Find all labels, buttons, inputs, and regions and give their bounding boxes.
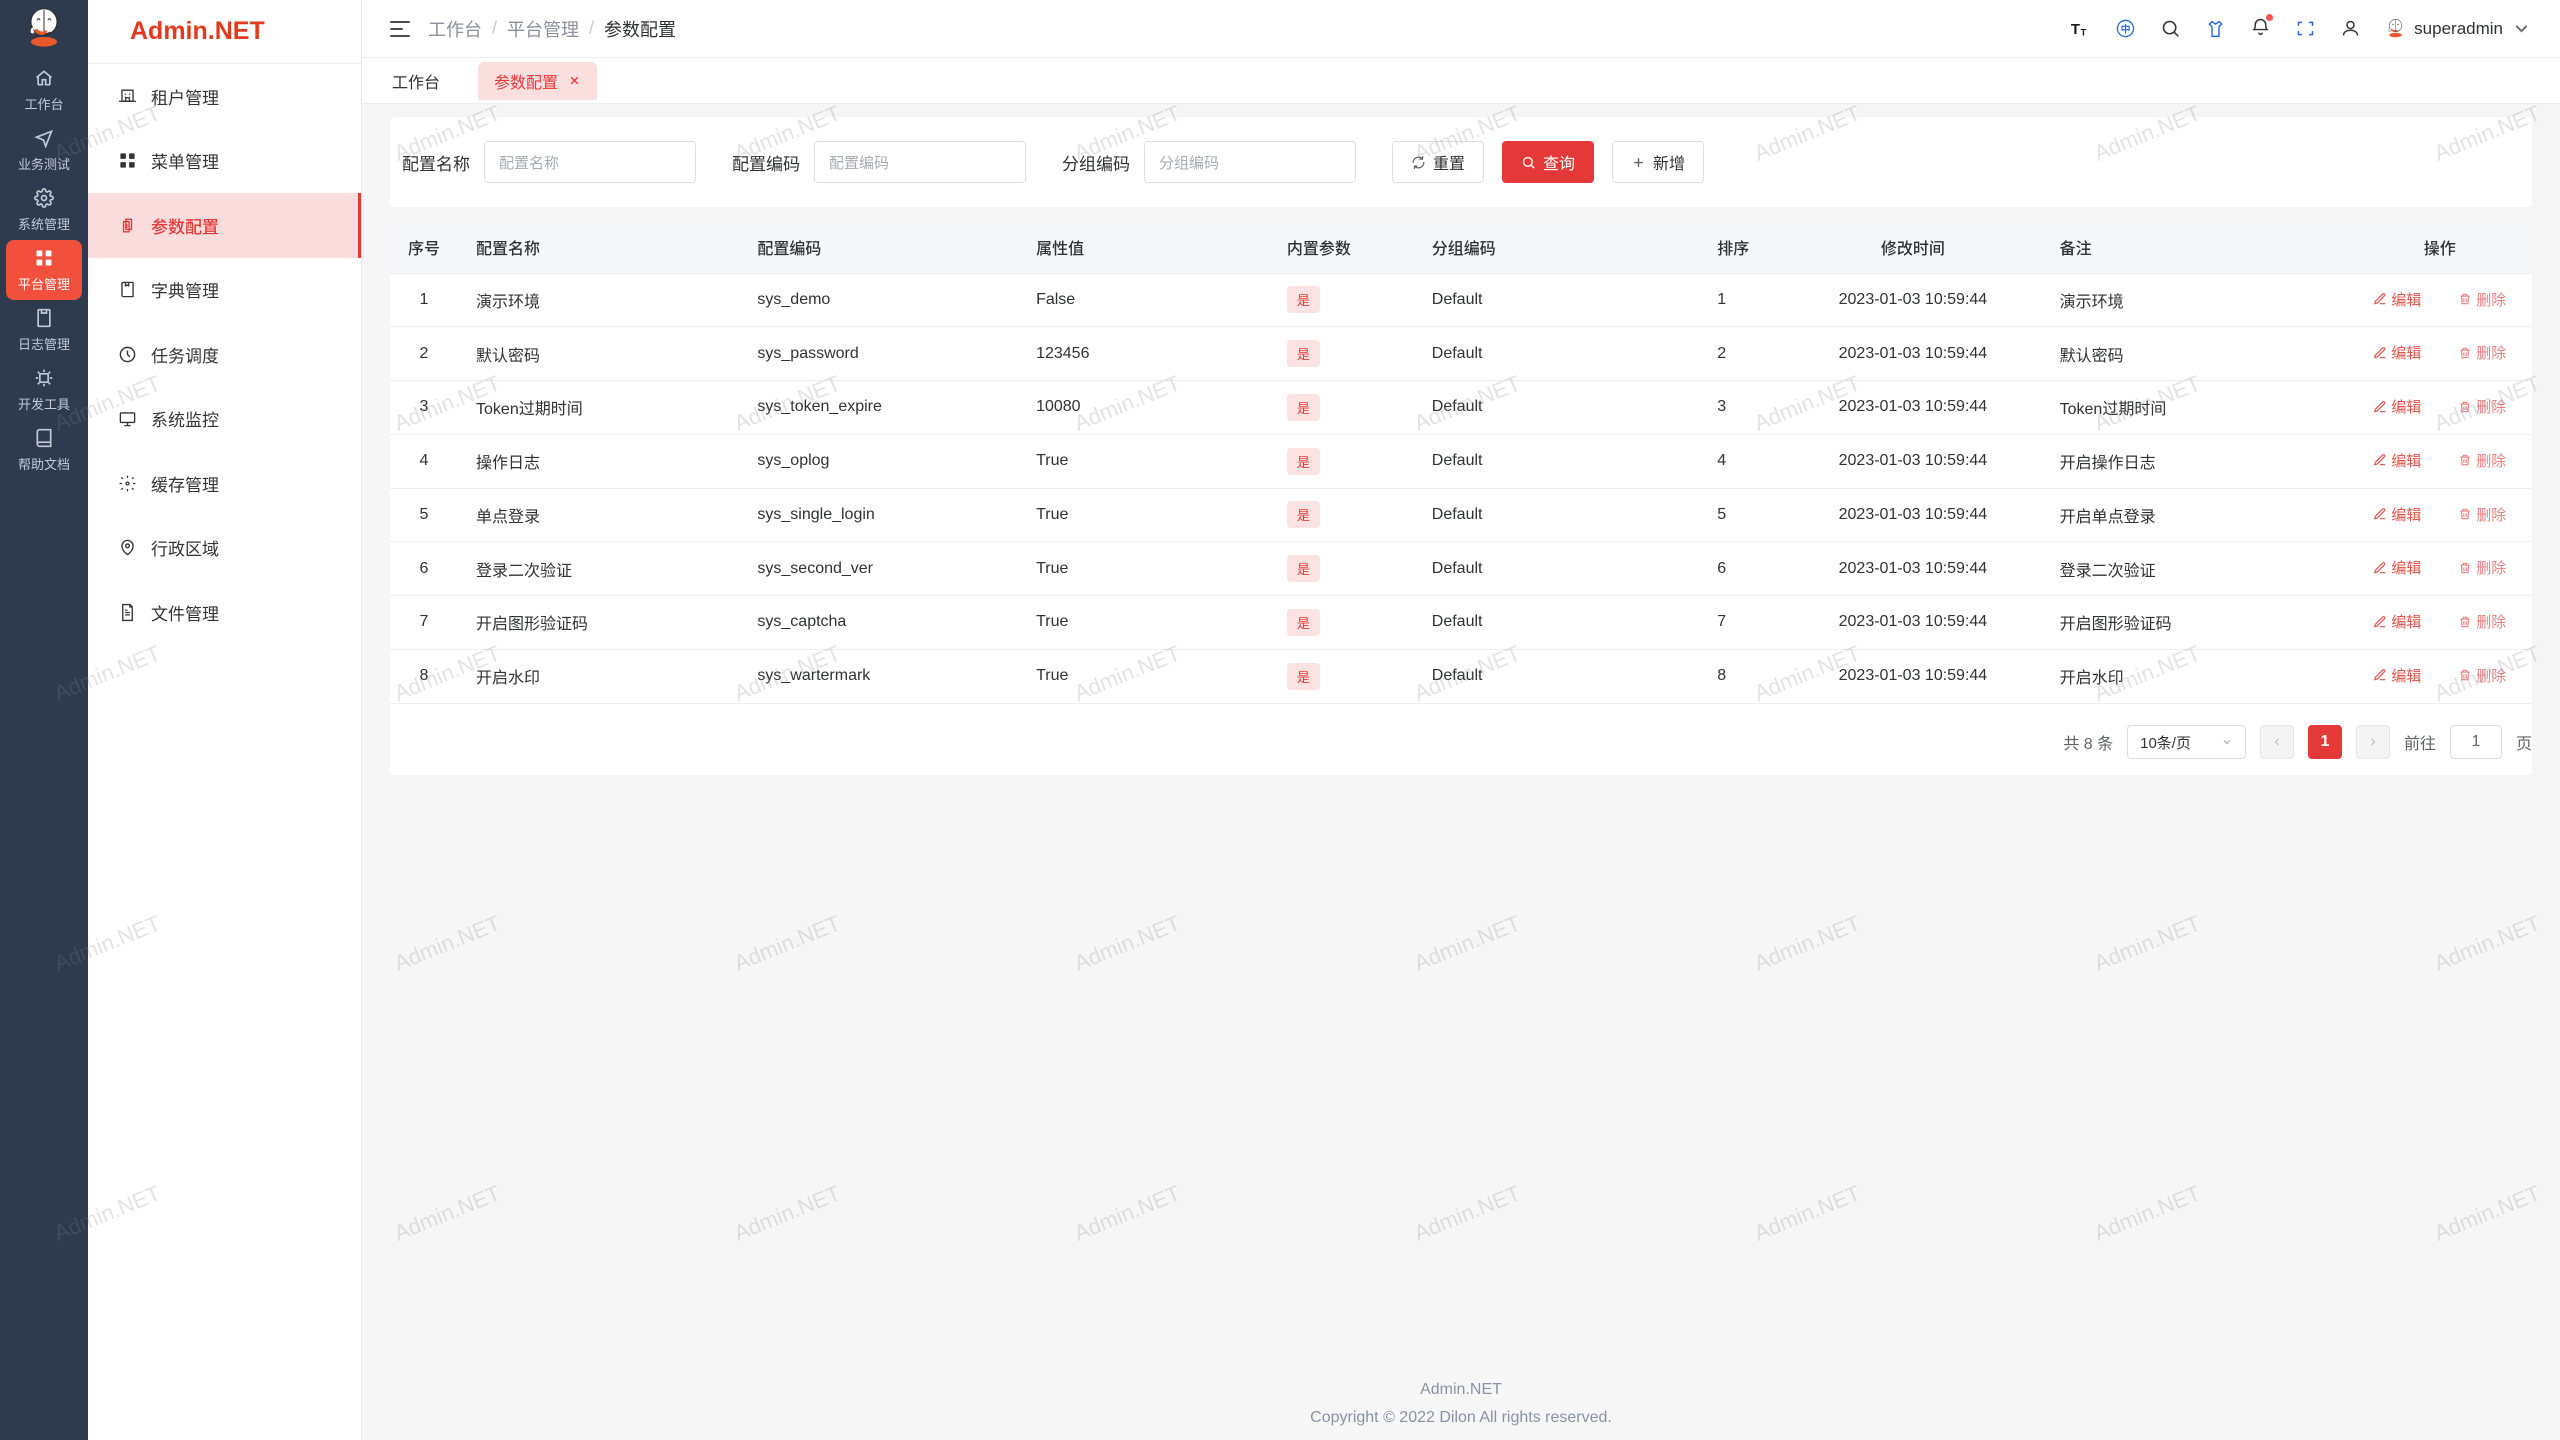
svg-text:T: T	[2081, 28, 2087, 39]
svg-text:T: T	[2071, 22, 2080, 38]
svg-text:中: 中	[2121, 23, 2131, 35]
